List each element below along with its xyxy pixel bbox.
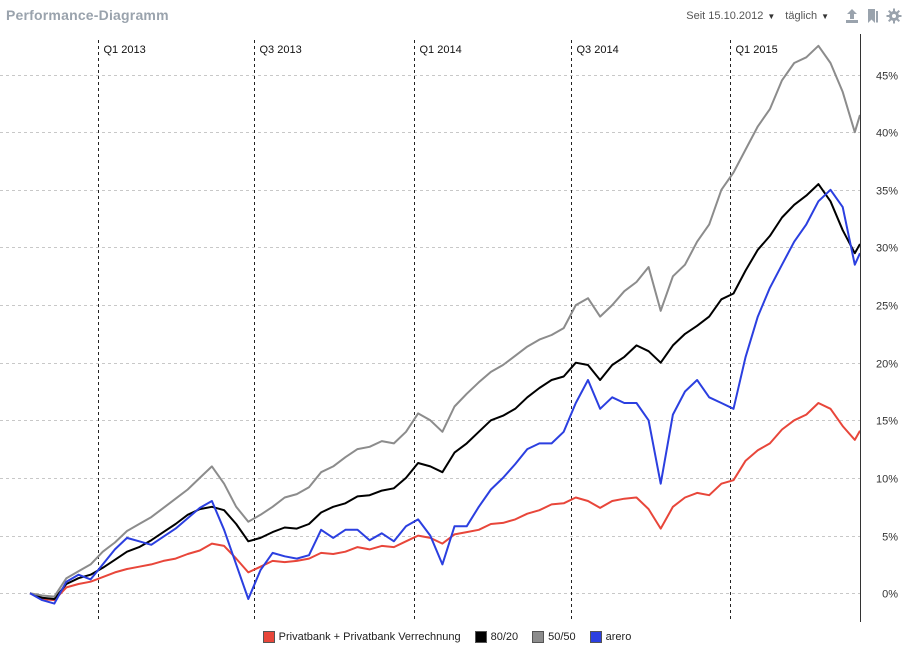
quarter-marker-label: Q3 2013 — [260, 44, 302, 56]
legend-item[interactable]: Privatbank + Privatbank Verrechnung — [262, 631, 461, 643]
quarter-marker-label: Q1 2013 — [104, 44, 146, 56]
y-tick-label: 30% — [876, 243, 898, 255]
legend-swatch — [532, 631, 545, 643]
legend-item[interactable]: 50/50 — [532, 631, 576, 643]
interval-dropdown[interactable]: täglich ▼ — [785, 10, 829, 22]
y-tick-label: 0% — [882, 589, 898, 601]
legend-item[interactable]: arero — [589, 631, 632, 643]
legend-label: 80/20 — [490, 631, 519, 643]
since-date-dropdown[interactable]: Seit 15.10.2012 ▼ — [686, 10, 775, 22]
legend-swatch — [474, 631, 487, 643]
chart-controls: Seit 15.10.2012 ▼ täglich ▼ — [686, 8, 902, 24]
chevron-down-icon: ▼ — [821, 11, 829, 21]
y-tick-label: 40% — [876, 128, 898, 140]
interval-label: täglich — [785, 10, 818, 22]
y-tick-label: 15% — [876, 416, 898, 428]
y-tick-label: 35% — [876, 186, 898, 198]
chevron-down-icon: ▼ — [767, 11, 776, 21]
legend: Privatbank + Privatbank Verrechnung 80/20… — [0, 631, 908, 643]
legend-swatch — [262, 631, 275, 643]
y-tick-label: 5% — [882, 532, 898, 544]
quarter-marker-label: Q1 2015 — [736, 44, 778, 56]
legend-item[interactable]: 80/20 — [474, 631, 519, 643]
y-tick-label: 20% — [876, 359, 898, 371]
series-lines — [29, 44, 861, 605]
quarter-marker-label: Q3 2014 — [577, 44, 619, 56]
since-date-label: Seit 15.10.2012 — [686, 10, 764, 22]
series-line — [29, 183, 861, 600]
upload-icon[interactable] — [844, 8, 860, 24]
legend-label: 50/50 — [548, 631, 576, 643]
legend-label: arero — [605, 631, 632, 643]
y-tick-label: 25% — [876, 301, 898, 313]
series-line — [29, 44, 861, 598]
quarter-markers: Q1 2013 Q3 2013 Q1 2014 Q3 2014 Q1 2015 — [98, 40, 778, 622]
y-tick-label: 45% — [876, 71, 898, 83]
series-line — [29, 402, 861, 602]
y-axis: 0% 5% 10% 15% 20% 25% 30% 35% 40% 45% — [860, 34, 898, 622]
quarter-marker-label: Q1 2014 — [420, 44, 462, 56]
gear-icon[interactable] — [886, 8, 902, 24]
legend-label: Privatbank + Privatbank Verrechnung — [278, 631, 461, 643]
page-title: Performance-Diagramm — [6, 7, 169, 23]
bookmark-icon[interactable] — [865, 8, 881, 24]
series-line — [29, 188, 861, 605]
y-tick-label: 10% — [876, 474, 898, 486]
legend-swatch — [589, 631, 602, 643]
